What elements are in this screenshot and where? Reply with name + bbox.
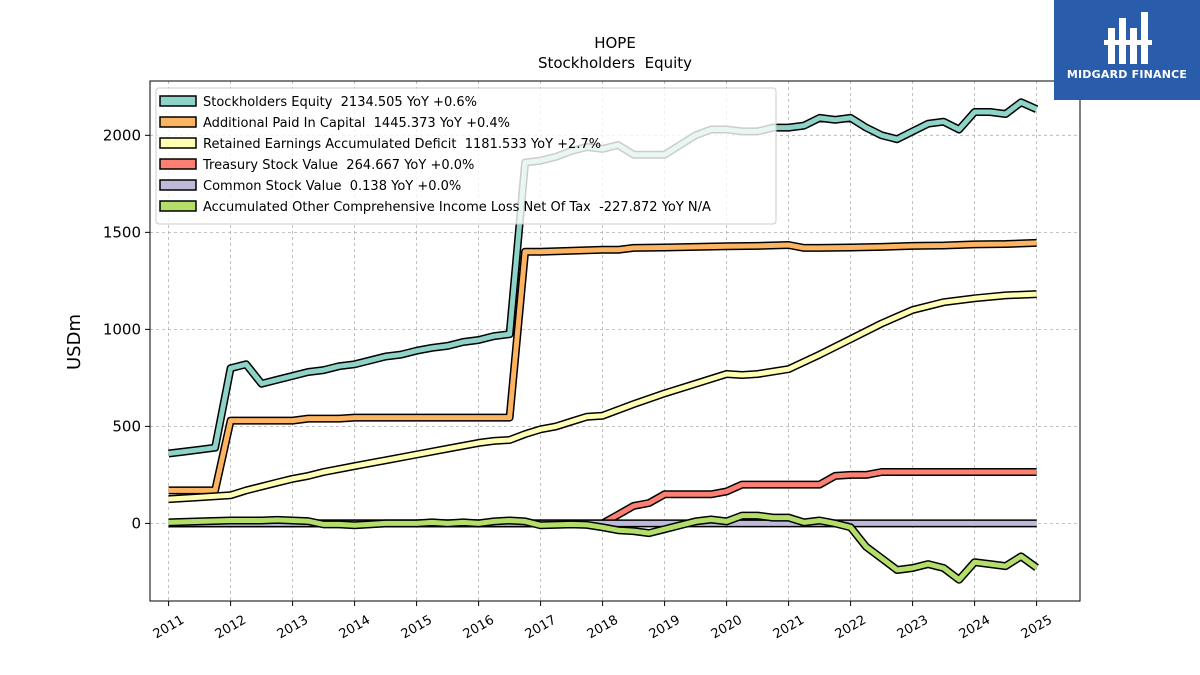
legend-entry: Treasury Stock Value 264.667 YoY +0.0%	[202, 158, 474, 173]
x-tick-label: 2015	[399, 613, 435, 643]
x-tick-label: 2020	[709, 613, 745, 643]
x-axis: 2011 2012 2013 2014 2015 2016 2017 2018 2019 2020…	[151, 601, 1055, 642]
legend-entry: Stockholders Equity 2134.505 YoY +0.6%	[203, 95, 477, 110]
brand-name: MIDGARD FINANCE	[1066, 68, 1188, 81]
x-tick-label: 2022	[833, 613, 869, 643]
legend: Stockholders Equity 2134.505 YoY +0.6% Ad…	[155, 87, 777, 225]
x-tick-label: 2019	[647, 613, 683, 643]
y-tick-label: 2000	[103, 126, 141, 144]
x-tick-label: 2013	[275, 613, 311, 643]
legend-entry: Common Stock Value 0.138 YoY +0.0%	[203, 179, 461, 194]
x-tick-label: 2011	[151, 613, 187, 643]
legend-swatch	[159, 116, 197, 128]
legend-swatch	[159, 158, 197, 170]
midgard-logo-icon	[1104, 12, 1152, 64]
series-2-line	[168, 291, 1037, 502]
legend-entry: Retained Earnings Accumulated Deficit 11…	[203, 137, 601, 152]
series-5-line	[168, 513, 1039, 583]
chart-title: HOPE	[594, 34, 636, 52]
legend-swatch	[159, 200, 197, 212]
y-tick-label: 500	[112, 417, 141, 435]
y-axis-label: USDm	[64, 314, 85, 370]
plot-frame	[149, 80, 1081, 602]
series-1-line	[168, 240, 1037, 493]
chart-subtitle: Stockholders Equity	[538, 54, 692, 72]
legend-entry: Accumulated Other Comprehensive Income L…	[203, 200, 711, 215]
y-tick-label: 1500	[103, 223, 141, 241]
x-tick-label: 2025	[1019, 613, 1055, 643]
y-tick-label: 0	[131, 514, 141, 532]
x-tick-label: 2018	[585, 613, 621, 643]
x-tick-label: 2021	[771, 613, 807, 643]
x-tick-label: 2016	[461, 613, 497, 643]
legend-entry: Additional Paid In Capital 1445.373 YoY …	[203, 116, 510, 131]
x-tick-label: 2012	[213, 613, 249, 643]
legend-swatch	[159, 137, 197, 149]
x-tick-label: 2014	[337, 613, 373, 643]
x-tick-label: 2023	[895, 613, 931, 643]
series-layer	[168, 98, 1039, 584]
legend-swatch	[159, 179, 197, 191]
x-tick-label: 2024	[957, 613, 993, 643]
legend-box	[155, 87, 777, 225]
legend-swatch	[159, 95, 197, 107]
y-tick-label: 1000	[103, 320, 141, 338]
brand-logo: MIDGARD FINANCE	[1054, 0, 1200, 100]
x-tick-label: 2017	[523, 613, 559, 643]
y-axis: 0 500 1000 1500 2000	[103, 126, 150, 532]
